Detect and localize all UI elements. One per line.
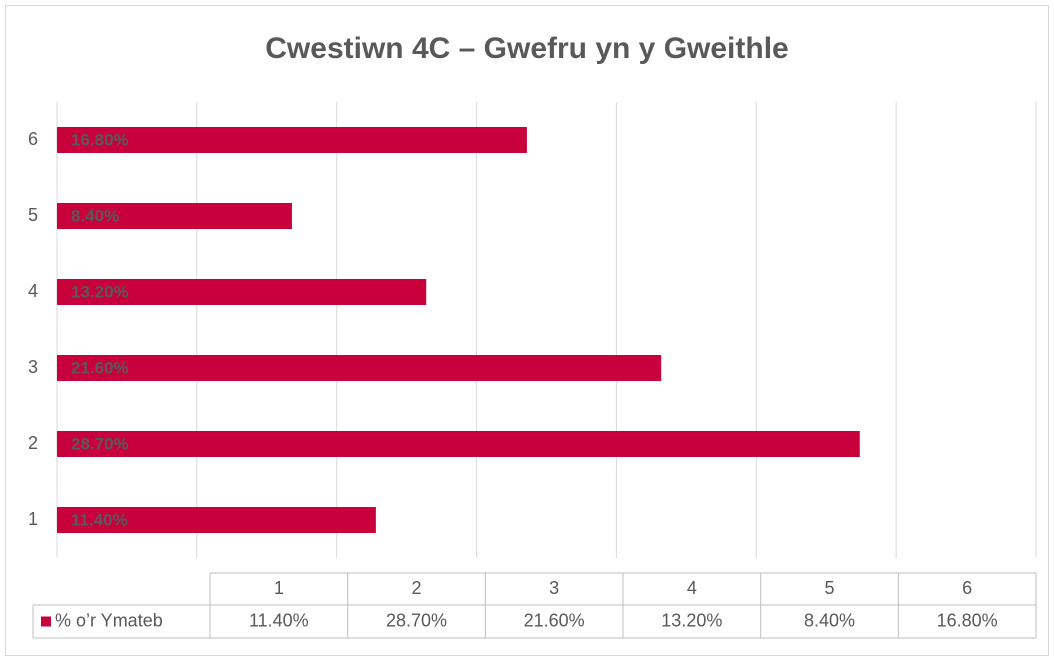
chart-title: Cwestiwn 4C – Gwefru yn y Gweithle <box>265 32 788 65</box>
legend-label: % o’r Ymateb <box>55 610 163 630</box>
chart-border <box>5 5 1049 656</box>
data-label: 28.70% <box>71 434 129 453</box>
table-cell: 16.80% <box>937 610 998 630</box>
bar <box>57 127 527 153</box>
table-header: 2 <box>411 578 421 598</box>
y-tick-label: 2 <box>28 433 38 453</box>
y-tick-label: 5 <box>28 205 38 225</box>
bar <box>57 431 860 457</box>
y-tick-label: 6 <box>28 129 38 149</box>
data-label: 16.80% <box>71 130 129 149</box>
y-tick-label: 1 <box>28 509 38 529</box>
data-label: 21.60% <box>71 358 129 377</box>
y-tick-label: 4 <box>28 281 38 301</box>
y-tick-label: 3 <box>28 357 38 377</box>
table-cell: 13.20% <box>661 610 722 630</box>
data-label: 13.20% <box>71 282 129 301</box>
bar <box>57 507 376 533</box>
data-label: 11.40% <box>71 510 128 529</box>
table-header: 3 <box>549 578 559 598</box>
table-header: 1 <box>274 578 284 598</box>
data-label: 8.40% <box>71 206 119 225</box>
bar <box>57 203 292 229</box>
table-header: 5 <box>824 578 834 598</box>
table-cell: 28.70% <box>386 610 447 630</box>
table-header: 4 <box>687 578 697 598</box>
table-cell: 11.40% <box>249 610 309 630</box>
bar <box>57 279 427 305</box>
table-header: 6 <box>962 578 972 598</box>
table-cell: 21.60% <box>524 610 585 630</box>
bar <box>57 355 662 381</box>
table-cell: 8.40% <box>804 610 855 630</box>
legend-marker <box>41 616 51 627</box>
